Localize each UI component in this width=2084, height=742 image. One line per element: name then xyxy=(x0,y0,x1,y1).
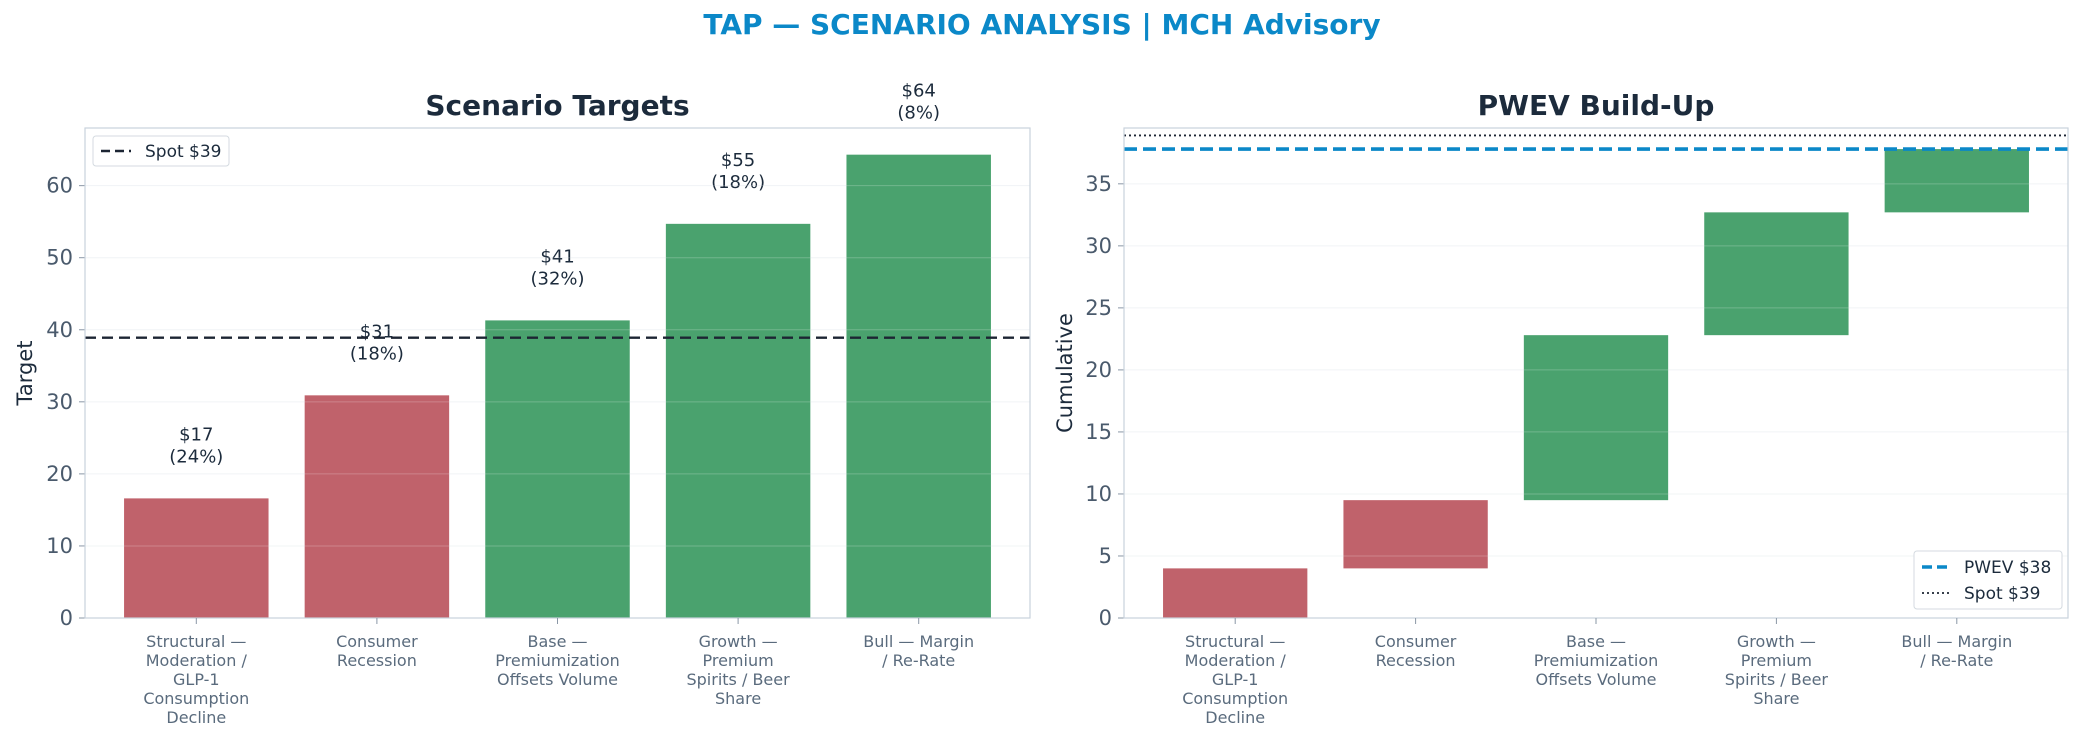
legend-box xyxy=(92,135,230,167)
waterfall-bar xyxy=(1884,149,2029,213)
y-tick-label: 15 xyxy=(1085,420,1112,444)
y-axis-label: Target xyxy=(13,341,37,407)
probability-label: (18%) xyxy=(711,172,765,193)
value-label: $31 xyxy=(360,321,394,342)
x-tick-label: Growth — Premium Spirits / Beer Share xyxy=(686,632,790,708)
legend-label-pwev: PWEV $38 xyxy=(1964,558,2051,578)
y-tick-label: 20 xyxy=(1085,358,1112,382)
bar xyxy=(304,395,450,618)
y-tick-label: 0 xyxy=(60,606,73,630)
x-tick-label: Bull — Margin / Re-Rate xyxy=(1901,632,2012,670)
legend-box xyxy=(1913,550,2063,610)
y-axis-label: Cumulative xyxy=(1053,313,1077,433)
x-tick-label: Bull — Margin / Re-Rate xyxy=(863,632,974,670)
x-tick-label: Base — Premiumization Offsets Volume xyxy=(1534,632,1659,689)
probability-label: (24%) xyxy=(169,446,223,467)
waterfall-bar xyxy=(1704,212,1849,336)
y-tick-label: 60 xyxy=(46,174,73,198)
value-label: $41 xyxy=(540,246,574,267)
value-label: $17 xyxy=(179,424,213,445)
value-label: $55 xyxy=(721,150,755,171)
probability-label: (32%) xyxy=(530,268,584,289)
y-tick-label: 50 xyxy=(46,246,73,270)
figure-title: TAP — SCENARIO ANALYSIS | MCH Advisory xyxy=(703,8,1380,41)
legend-label-spot: Spot $39 xyxy=(1964,584,2041,604)
y-tick-label: 5 xyxy=(1099,544,1112,568)
legend-label-spot: Spot $39 xyxy=(145,142,222,162)
x-tick-label: Structural — Moderation / GLP-1 Consumption… xyxy=(143,632,249,727)
x-tick-label: Consumer Recession xyxy=(1375,632,1457,670)
y-tick-label: 30 xyxy=(1085,234,1112,258)
y-tick-label: 25 xyxy=(1085,296,1112,320)
y-tick-label: 35 xyxy=(1085,172,1112,196)
bar xyxy=(846,154,991,619)
x-tick-label: Structural — Moderation / GLP-1 Consumption… xyxy=(1182,632,1288,727)
probability-label: (8%) xyxy=(897,103,940,124)
y-tick-label: 20 xyxy=(46,462,73,486)
pwev-buildup-chart: PWEV Build-Up 0 5 10 15 20 25 30 35 Cumulative Str… xyxy=(1053,89,2069,727)
probability-label: (18%) xyxy=(350,343,404,364)
y-tick-label: 10 xyxy=(1085,482,1112,506)
x-tick-label: Growth — Premium Spirits / Beer Share xyxy=(1725,632,1829,708)
bar xyxy=(124,498,269,618)
waterfall-bar xyxy=(1343,500,1488,569)
value-label: $64 xyxy=(902,81,936,102)
y-tick-label: 40 xyxy=(46,318,73,342)
panel-title: Scenario Targets xyxy=(425,89,689,122)
y-tick-label: 30 xyxy=(46,390,73,414)
waterfall-bar xyxy=(1163,568,1308,618)
x-tick-label: Base — Premiumization Offsets Volume xyxy=(495,632,620,689)
y-tick-label: 10 xyxy=(46,534,73,558)
scenario-targets-chart: Scenario Targets 0 10 20 30 40 50 60 Target $17(2… xyxy=(13,81,1031,727)
panel-title: PWEV Build-Up xyxy=(1478,89,1715,122)
bar xyxy=(665,223,811,618)
waterfall-bar xyxy=(1523,335,1669,501)
x-tick-label: Consumer Recession xyxy=(336,632,418,670)
bar xyxy=(485,320,630,618)
y-tick-label: 0 xyxy=(1099,606,1112,630)
